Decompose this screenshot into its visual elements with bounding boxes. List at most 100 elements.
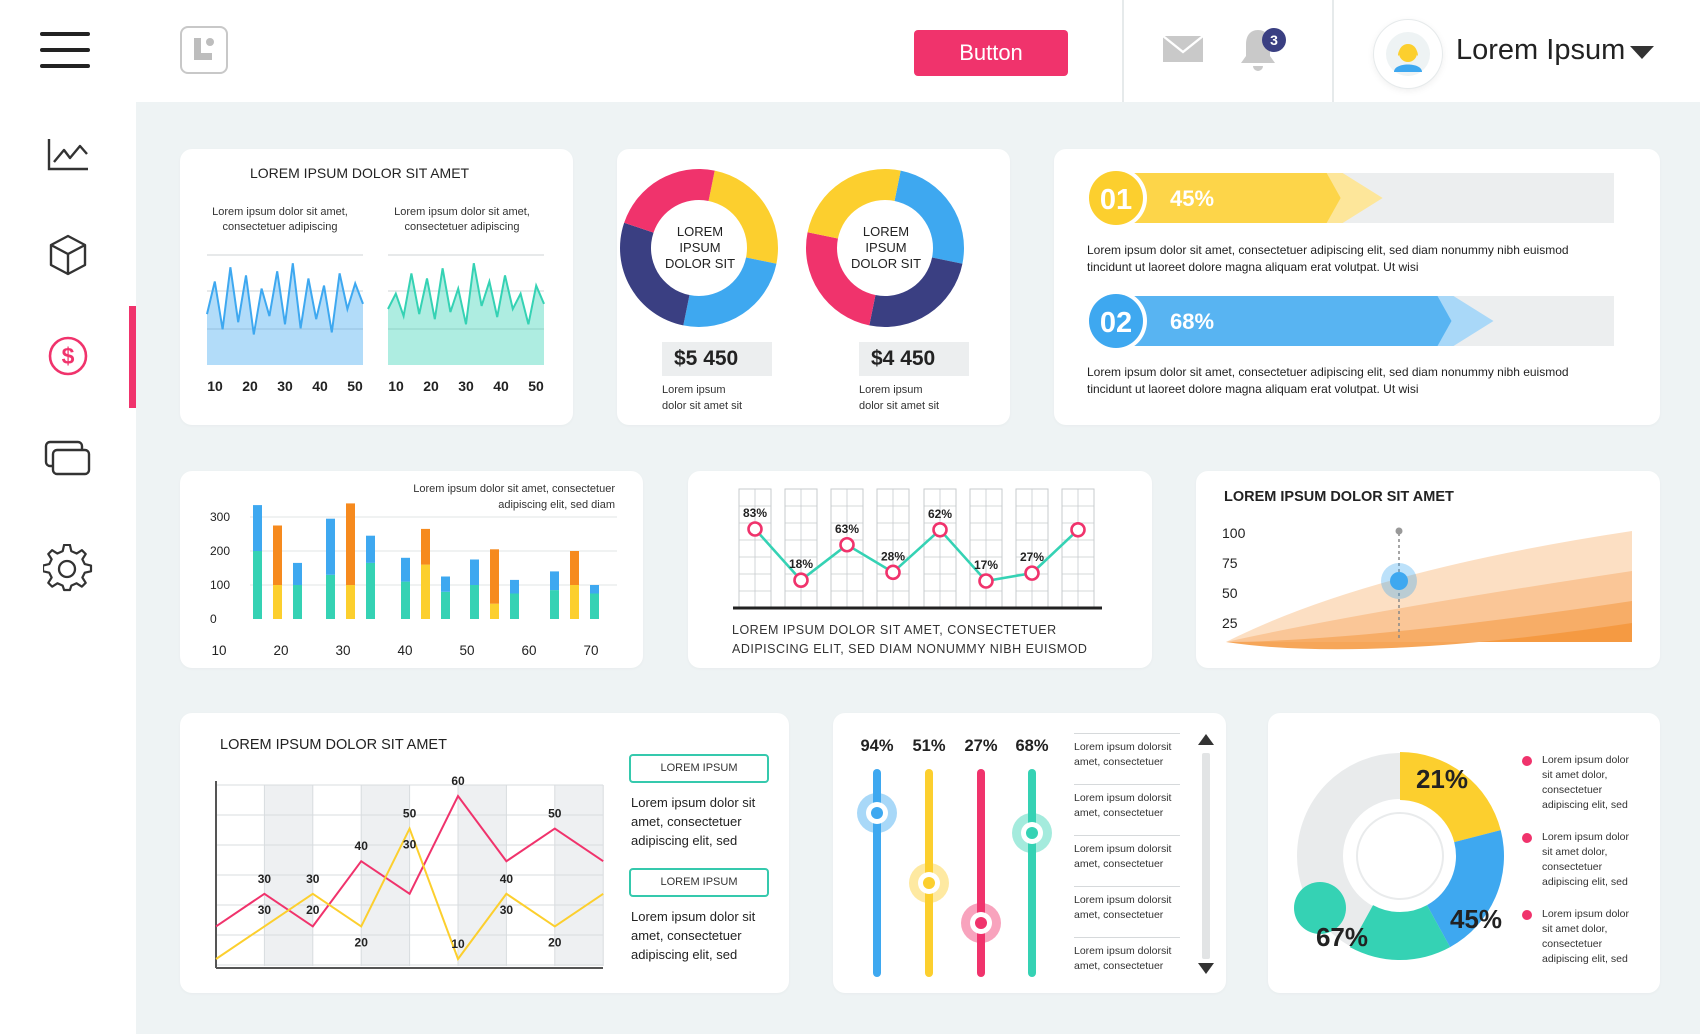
segment-label: 67%	[1316, 922, 1368, 952]
card-donuts: LOREM IPSUM DOLOR SIT LOREM IPSUM DOLOR SIT …	[617, 149, 1010, 425]
progress-description: Lorem ipsum dolor sit amet, consectetuer…	[1087, 243, 1569, 274]
data-label: 28%	[881, 549, 905, 563]
donut-segment	[708, 170, 778, 264]
data-label: 60	[451, 774, 465, 788]
card-area-charts: LOREM IPSUM DOLOR SIT AMET Lorem ipsum d…	[180, 149, 573, 425]
amount-caption: Lorem ipsum dolor sit amet sit	[859, 384, 940, 412]
bar-segment	[401, 557, 410, 582]
progress-bars: 01 45% 02 68%	[1085, 167, 1614, 352]
user-name[interactable]: Lorem Ipsum	[1456, 34, 1626, 66]
card-title: LOREM IPSUM DOLOR SIT AMET	[220, 737, 447, 753]
tick-label: 20	[423, 378, 439, 394]
slider-label: 27%	[964, 737, 997, 755]
tick-label: 40	[312, 378, 328, 394]
donut-segment	[894, 170, 964, 264]
cards-icon[interactable]	[38, 428, 98, 488]
tick-label: 30	[458, 378, 474, 394]
card-bar-chart: Lorem ipsum dolor sit amet, consectetuer…	[180, 471, 643, 668]
area-layer	[1226, 601, 1632, 642]
data-label: 50	[548, 807, 562, 821]
progress-percent: 68%	[1170, 309, 1214, 334]
data-point	[885, 564, 901, 581]
list-item: Lorem ipsum dolorsit amet, consectetuer	[1074, 886, 1180, 937]
tick-label: 10	[207, 378, 223, 394]
tick-label: 300	[210, 510, 230, 524]
menu-icon[interactable]	[40, 32, 90, 70]
chart-caption: Lorem ipsum dolor sit amet, consectetuer…	[413, 483, 615, 511]
tick-label: 50	[347, 378, 363, 394]
bar-segment	[346, 585, 355, 619]
list-item: Lorem ipsum dolorsit amet, consectetuer	[1074, 784, 1180, 835]
area-fill	[388, 263, 544, 365]
chevron-down-icon[interactable]	[1630, 46, 1654, 59]
tick-label: 100	[210, 578, 230, 592]
area-layer	[1226, 623, 1632, 650]
area-line	[206, 263, 364, 335]
tick-label: 0	[210, 612, 217, 626]
tick-label: 20	[242, 378, 258, 394]
bar-segment	[510, 579, 519, 594]
data-point	[839, 536, 855, 553]
legend-item: Lorem ipsum dolor sit amet dolor, consecte…	[1520, 907, 1650, 984]
bar-segment	[570, 585, 579, 619]
cube-icon[interactable]	[38, 225, 98, 285]
mail-icon[interactable]	[1161, 30, 1205, 71]
tick-label: 30	[277, 378, 293, 394]
data-label: 50	[403, 807, 417, 821]
slider-label: 51%	[912, 737, 945, 755]
series-line	[215, 826, 604, 962]
lorem-button[interactable]: LOREM IPSUM	[629, 754, 769, 783]
logo-icon[interactable]	[180, 26, 228, 74]
card-percent-line: 83% 18% 63% 28% 62% 17% 27% LOREM IPSUM DOLOR …	[688, 471, 1152, 668]
lorem-button[interactable]: LOREM IPSUM	[629, 868, 769, 897]
tick-label: 10	[211, 643, 226, 658]
divider	[1332, 0, 1334, 102]
list-item: Lorem ipsum dolorsit amet, consectetuer	[1074, 937, 1180, 988]
data-label: 30	[500, 903, 514, 917]
bar-segment	[550, 590, 559, 619]
button-description: Lorem ipsum dolor sit amet, consectetuer a…	[631, 795, 756, 848]
amount-value: $5 450	[662, 342, 772, 376]
primary-button[interactable]: Button	[914, 30, 1068, 76]
bar-segment	[273, 525, 282, 585]
tick-label: 40	[493, 378, 509, 394]
slider-knob-dot	[1026, 827, 1038, 839]
badge-number: 01	[1100, 184, 1132, 216]
legend-dot	[1522, 910, 1532, 920]
scroll-down-icon[interactable]	[1198, 963, 1214, 974]
donut-label: LOREM IPSUM DOLOR SIT	[850, 224, 922, 271]
dollar-icon[interactable]: $	[38, 326, 98, 386]
mini-chart-caption: Lorem ipsum dolor sit amet, consectetuer …	[394, 206, 530, 233]
scroll-up-icon[interactable]	[1198, 734, 1214, 745]
card-line-compare: LOREM IPSUM DOLOR SIT AMET 30 40 60 50 30 50 1…	[180, 713, 789, 993]
top-bar: Button 3 Lorem Ipsum	[136, 0, 1700, 102]
notification-badge: 3	[1262, 28, 1286, 52]
amount-value: $4 450	[859, 342, 969, 376]
card-progress: 01 45% 02 68% Lorem ipsum dolor sit amet, c…	[1054, 149, 1660, 425]
donut-segment	[1426, 830, 1504, 948]
tick-label: 25	[1222, 615, 1238, 631]
tick-label: 200	[210, 544, 230, 558]
bar-segment	[253, 505, 262, 551]
tick-label: 75	[1222, 555, 1238, 571]
sidebar: $	[0, 0, 136, 1034]
avatar[interactable]	[1374, 20, 1442, 88]
data-label: 62%	[928, 507, 952, 521]
data-point	[793, 572, 809, 589]
list-item: Lorem ipsum dolorsit amet, consectetuer	[1074, 733, 1180, 784]
list-item: Lorem ipsum dolorsit amet, consectetuer	[1074, 835, 1180, 886]
card-donut-percent: 21% 45% 67% Lorem ipsum dolor sit amet dolo…	[1268, 713, 1660, 993]
bar-segment	[326, 574, 335, 619]
card-orange-area: LOREM IPSUM DOLOR SIT AMET 100 75 50 25	[1196, 471, 1660, 668]
chart-line-icon[interactable]	[38, 124, 98, 184]
bar-segment	[550, 571, 559, 591]
donut-cap	[1294, 882, 1346, 934]
bar-segment	[401, 581, 410, 619]
legend: Lorem ipsum dolor sit amet dolor, consecte…	[1520, 753, 1650, 984]
gear-icon[interactable]	[38, 539, 98, 599]
data-label: 27%	[1020, 550, 1044, 564]
slider-label: 94%	[860, 737, 893, 755]
tick-label: 50	[459, 643, 474, 658]
scrollbar[interactable]	[1202, 753, 1210, 959]
mini-chart-caption: Lorem ipsum dolor sit amet, consectetuer …	[212, 206, 348, 233]
